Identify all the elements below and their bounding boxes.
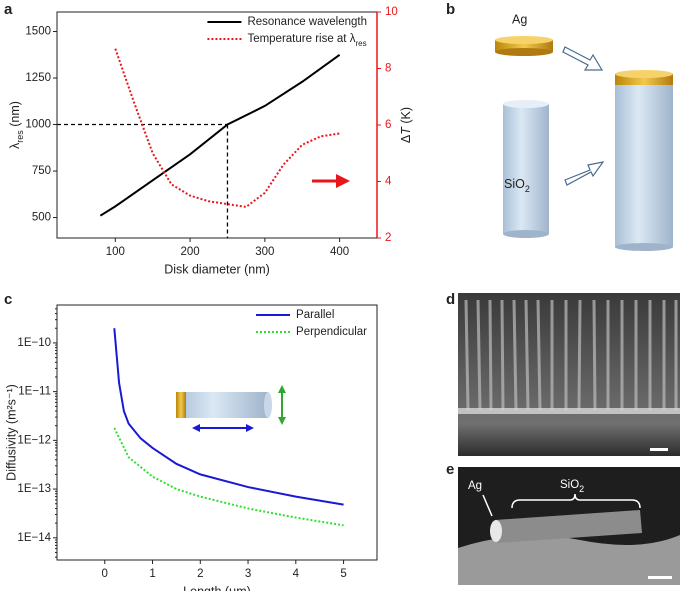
legend-label: Temperature rise at λres bbox=[247, 33, 366, 48]
y-tick-label: 500 bbox=[32, 212, 51, 224]
axis-label: ΔT (K) bbox=[399, 107, 413, 143]
x-tick-label: 0 bbox=[102, 568, 108, 580]
y2-tick-label: 2 bbox=[385, 232, 391, 244]
panel-label: b bbox=[446, 1, 455, 18]
y-tick-label: 750 bbox=[32, 165, 51, 177]
y-tick-label: 1E−12 bbox=[17, 434, 51, 446]
y-tick-label: 1250 bbox=[25, 72, 51, 84]
illustration-b: Ag SiO2 bbox=[495, 12, 673, 251]
text: 2 bbox=[525, 184, 530, 194]
x-tick-label: 5 bbox=[340, 568, 346, 580]
legend-text: res bbox=[355, 39, 366, 48]
sio2-label: SiO2 bbox=[560, 479, 584, 494]
inset-rod bbox=[176, 385, 286, 432]
y2-tick-label: 4 bbox=[385, 176, 392, 188]
x-tick-label: 4 bbox=[293, 568, 300, 580]
legend-label: Resonance wavelength bbox=[247, 16, 367, 28]
legend-text: Perpendicular bbox=[296, 326, 367, 338]
x-tick-label: 300 bbox=[255, 246, 274, 258]
plot-frame bbox=[56, 11, 378, 239]
axis-label: λres (nm) bbox=[8, 101, 25, 149]
legend-text: Temperature rise at λ bbox=[247, 33, 355, 45]
text: SiO bbox=[560, 479, 579, 491]
text: 2 bbox=[579, 484, 584, 494]
y-tick-label: 1E−13 bbox=[17, 483, 51, 495]
sio2-label: SiO2 bbox=[504, 177, 530, 194]
y2-tick-label: 6 bbox=[385, 119, 391, 131]
legend-label: Parallel bbox=[296, 309, 334, 321]
x-tick-label: 200 bbox=[180, 246, 199, 258]
legend-text: Parallel bbox=[296, 309, 334, 321]
label-part: T bbox=[399, 126, 413, 135]
x-axis-label: Disk diameter (nm) bbox=[164, 262, 270, 276]
y-tick-label: 1000 bbox=[25, 119, 51, 131]
y-tick-label: 1E−10 bbox=[17, 337, 51, 349]
series-line bbox=[113, 427, 344, 527]
x-axis-label: Length (μm) bbox=[183, 584, 251, 591]
panel-label: a bbox=[4, 1, 13, 18]
label-part: Δ bbox=[399, 135, 413, 143]
label-part: res bbox=[15, 130, 25, 143]
panel-label: c bbox=[4, 291, 12, 308]
sem-image-d bbox=[458, 293, 680, 456]
x-tick-label: 100 bbox=[106, 246, 125, 258]
y2-tick-label: 8 bbox=[385, 63, 391, 75]
red-arrow bbox=[312, 174, 350, 188]
x-tick-label: 1 bbox=[149, 568, 155, 580]
axis-label: Diffusivity (m²s⁻¹) bbox=[4, 384, 18, 481]
series-line bbox=[99, 53, 341, 217]
y-tick-label: 1500 bbox=[25, 26, 51, 38]
label-part: (nm) bbox=[8, 101, 22, 130]
ag-label: Ag bbox=[512, 12, 527, 26]
text: SiO bbox=[504, 177, 525, 191]
label-part: (K) bbox=[399, 107, 413, 127]
plot-frame bbox=[56, 304, 378, 561]
sem-image-e: Ag SiO2 bbox=[458, 467, 680, 585]
x-tick-label: 3 bbox=[245, 568, 251, 580]
ag-label: Ag bbox=[468, 480, 482, 492]
y2-tick-label: 10 bbox=[385, 6, 398, 18]
y-tick-label: 1E−11 bbox=[18, 386, 51, 398]
y-tick-label: 1E−14 bbox=[17, 532, 51, 544]
label-part: λ bbox=[8, 142, 22, 149]
legend-label: Perpendicular bbox=[296, 326, 367, 338]
panel-label: e bbox=[446, 461, 454, 478]
series-line bbox=[113, 328, 344, 506]
x-tick-label: 400 bbox=[330, 246, 349, 258]
x-tick-label: 2 bbox=[197, 568, 203, 580]
legend-text: Resonance wavelength bbox=[247, 16, 367, 28]
panel-label: d bbox=[446, 291, 455, 308]
